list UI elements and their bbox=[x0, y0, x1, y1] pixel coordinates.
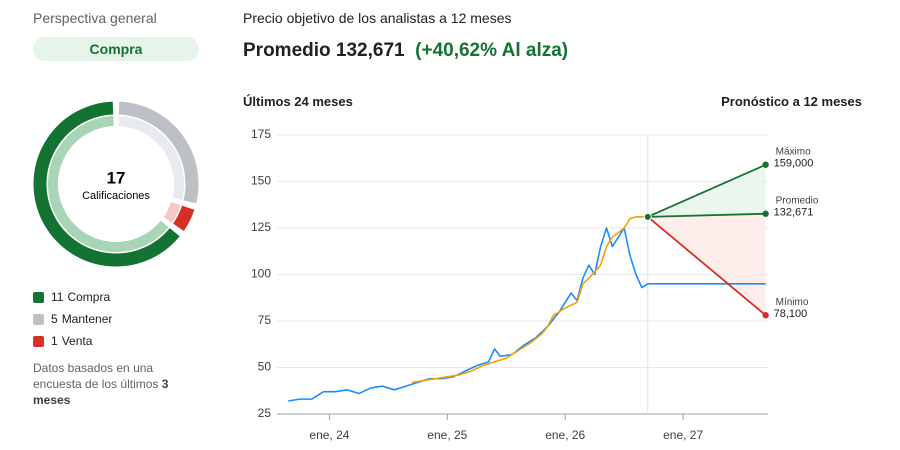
legend: 11 Compra 5 Mantener 1 Venta bbox=[33, 286, 112, 352]
average: Promedio 132,671 bbox=[243, 40, 405, 61]
legend-name: Venta bbox=[61, 334, 93, 348]
legend-swatch bbox=[33, 335, 44, 347]
forecast-name: Máximo bbox=[776, 146, 811, 157]
forecast-value: 78,100 bbox=[774, 308, 808, 320]
donut-total: 17 bbox=[107, 168, 126, 187]
target-title: Precio objetivo de los analistas a 12 me… bbox=[243, 10, 512, 26]
x-tick-label: ene, 25 bbox=[427, 428, 467, 442]
legend-item: 11 Compra bbox=[33, 286, 112, 308]
forecast-line bbox=[647, 163, 767, 218]
right-label: Pronóstico a 12 meses bbox=[721, 94, 862, 109]
note: Datos basados en una encuesta de los últ… bbox=[33, 360, 183, 408]
y-tick-label: 125 bbox=[251, 220, 271, 234]
forecast-name: Promedio bbox=[776, 195, 819, 206]
note-bold: 3 meses bbox=[33, 377, 169, 407]
target-average: Promedio 132,671 (+40,62% Al alza) bbox=[243, 40, 568, 62]
forecast-name: Mínimo bbox=[776, 297, 809, 308]
legend-swatch bbox=[33, 313, 44, 325]
legend-swatch bbox=[33, 291, 44, 303]
forecast-point bbox=[762, 312, 769, 319]
y-tick-label: 175 bbox=[251, 127, 271, 141]
y-tick-label: 100 bbox=[251, 267, 271, 281]
left-label: Últimos 24 meses bbox=[243, 94, 353, 109]
y-tick-label: 50 bbox=[258, 360, 272, 374]
y-tick-label: 75 bbox=[258, 313, 272, 327]
donut-label: Calificaciones bbox=[82, 190, 150, 202]
line-chart: 25 50 75 100 125 150 175 ene, 24 ene, 25 ene, 26 e… bbox=[251, 127, 819, 442]
legend-count: 11 bbox=[51, 290, 64, 304]
donut-segment bbox=[172, 205, 195, 232]
legend-item: 1 Venta bbox=[33, 330, 112, 352]
forecast-line bbox=[647, 212, 766, 218]
x-tick-label: ene, 26 bbox=[545, 428, 585, 442]
note-text: Datos basados en una encuesta de los últ… bbox=[33, 361, 159, 391]
price-line bbox=[288, 227, 766, 402]
x-tick-label: ene, 24 bbox=[309, 428, 349, 442]
x-tick-label: ene, 27 bbox=[663, 428, 703, 442]
forecast-point bbox=[762, 210, 769, 217]
forecast-point bbox=[762, 161, 769, 168]
forecast-value: 159,000 bbox=[774, 158, 814, 170]
legend-count: 1 bbox=[51, 334, 58, 348]
donut-inner bbox=[163, 201, 181, 223]
y-tick-label: 150 bbox=[251, 174, 271, 188]
legend-item: 5 Mantener bbox=[33, 308, 112, 330]
donut-inner bbox=[48, 116, 169, 252]
forecast-start bbox=[643, 212, 652, 221]
badge: Compra bbox=[33, 37, 199, 61]
overview-title: Perspectiva general bbox=[33, 10, 157, 26]
y-tick-label: 25 bbox=[258, 406, 272, 420]
legend-count: 5 bbox=[51, 312, 58, 326]
donut-chart: 17 Calificaciones bbox=[33, 101, 199, 267]
donut-inner bbox=[118, 116, 184, 200]
legend-name: Compra bbox=[67, 290, 111, 304]
change: (+40,62% Al alza) bbox=[415, 40, 569, 61]
donut-segment bbox=[33, 101, 180, 267]
donut-segment bbox=[118, 101, 199, 204]
forecast-value: 132,671 bbox=[774, 207, 814, 219]
price-line bbox=[411, 216, 648, 384]
forecast-line bbox=[647, 216, 767, 316]
legend-name: Mantener bbox=[61, 312, 113, 326]
